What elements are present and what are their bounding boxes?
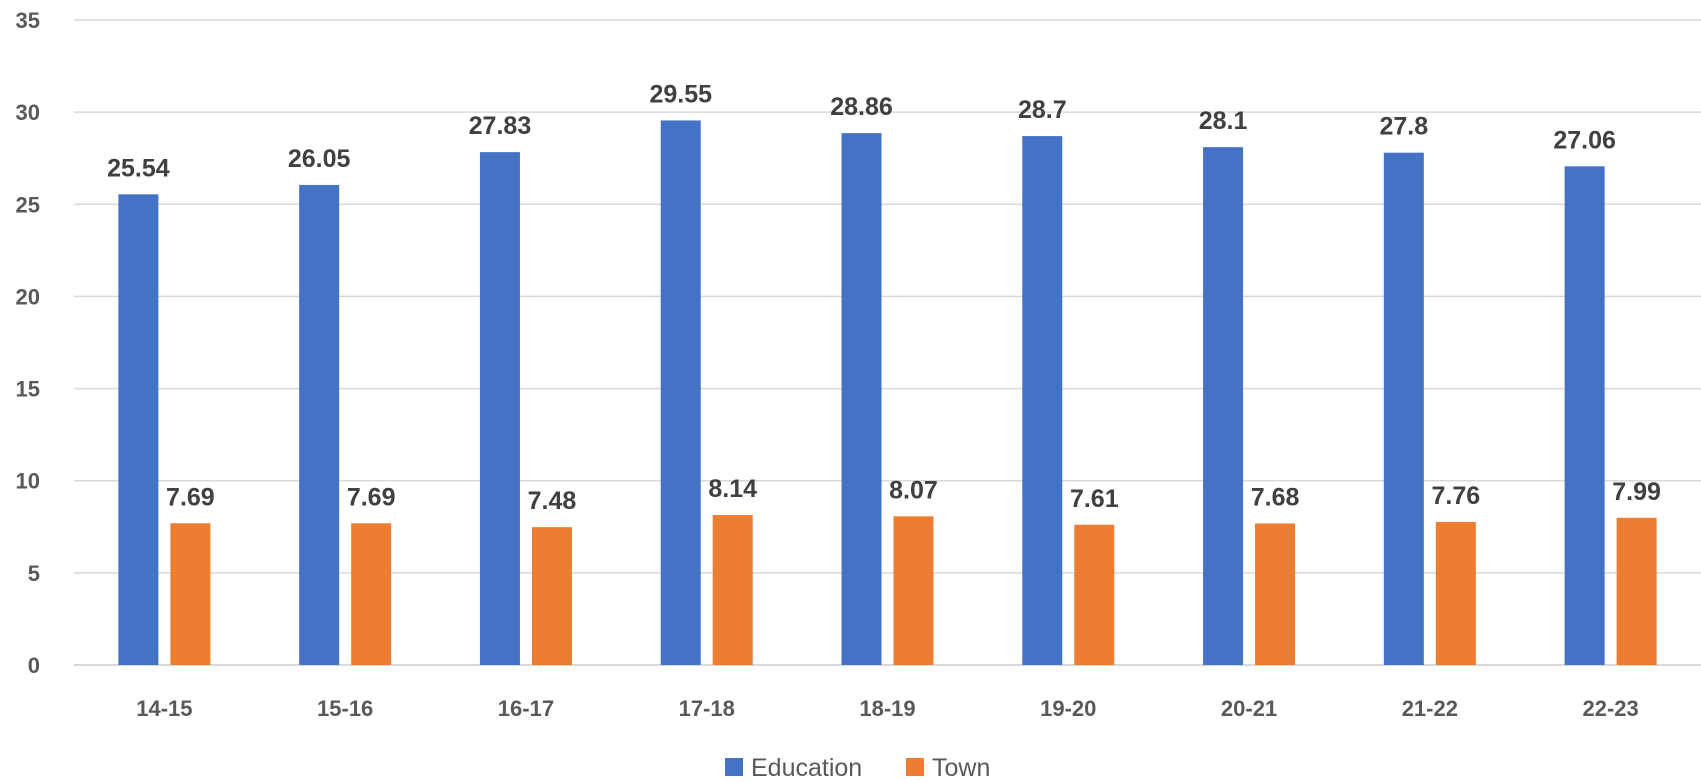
y-tick-label: 30 bbox=[16, 100, 40, 125]
x-tick-label: 16-17 bbox=[498, 696, 554, 721]
data-label-education-18-19: 28.86 bbox=[830, 93, 893, 121]
bar-education-16-17 bbox=[479, 152, 520, 665]
bar-education-21-22 bbox=[1383, 152, 1424, 665]
data-label-town-17-18: 8.14 bbox=[708, 475, 757, 503]
legend: Education Town bbox=[725, 754, 990, 782]
data-label-town-19-20: 7.61 bbox=[1070, 485, 1119, 513]
bar-town-21-22 bbox=[1435, 521, 1476, 665]
bar-town-18-19 bbox=[893, 516, 934, 665]
legend-swatch-town bbox=[906, 758, 924, 776]
data-label-education-14-15: 25.54 bbox=[107, 154, 170, 182]
bar-education-18-19 bbox=[841, 133, 882, 665]
bar-education-19-20 bbox=[1022, 136, 1063, 666]
legend-label-education: Education bbox=[751, 754, 862, 782]
data-label-town-18-19: 8.07 bbox=[889, 476, 938, 504]
bar-town-20-21 bbox=[1255, 523, 1296, 665]
data-label-town-21-22: 7.76 bbox=[1431, 482, 1480, 510]
x-tick-label: 21-22 bbox=[1402, 696, 1458, 721]
data-label-town-22-23: 7.99 bbox=[1612, 478, 1661, 506]
bar-town-14-15 bbox=[170, 523, 211, 665]
bar-education-22-23 bbox=[1564, 166, 1605, 665]
bar-town-19-20 bbox=[1074, 524, 1115, 665]
data-label-town-15-16: 7.69 bbox=[347, 483, 396, 511]
gridlines bbox=[74, 19, 1701, 666]
x-tick-label: 18-19 bbox=[859, 696, 915, 721]
data-labels: 25.54 7.69 26.05 7.69 27.83 7.48 29.55 8.14 28.8… bbox=[107, 80, 1661, 515]
x-tick-label: 22-23 bbox=[1582, 696, 1638, 721]
data-label-education-19-20: 28.7 bbox=[1018, 96, 1067, 124]
data-label-education-15-16: 26.05 bbox=[288, 145, 351, 173]
bar-town-16-17 bbox=[531, 527, 572, 665]
x-tick-label: 15-16 bbox=[317, 696, 373, 721]
y-tick-label: 10 bbox=[16, 469, 40, 494]
bar-town-22-23 bbox=[1616, 517, 1657, 665]
data-label-education-21-22: 27.8 bbox=[1379, 113, 1428, 141]
data-label-education-22-23: 27.06 bbox=[1553, 126, 1616, 154]
bars bbox=[118, 120, 1657, 666]
y-tick-label: 15 bbox=[16, 377, 40, 402]
data-label-education-20-21: 28.1 bbox=[1199, 107, 1248, 135]
x-tick-label: 19-20 bbox=[1040, 696, 1096, 721]
y-tick-label: 5 bbox=[28, 561, 40, 586]
y-tick-label: 35 bbox=[16, 8, 40, 33]
bar-town-15-16 bbox=[351, 523, 392, 665]
data-label-education-17-18: 29.55 bbox=[649, 80, 712, 108]
data-label-town-16-17: 7.48 bbox=[528, 487, 577, 515]
data-label-town-20-21: 7.68 bbox=[1251, 483, 1300, 511]
y-axis: 0 5 10 15 20 25 30 35 bbox=[16, 8, 40, 678]
bar-town-17-18 bbox=[712, 514, 753, 665]
y-tick-label: 25 bbox=[16, 192, 40, 217]
y-tick-label: 0 bbox=[28, 653, 40, 678]
x-axis: 14-15 15-16 16-17 17-18 18-19 19-20 20-21 21-22… bbox=[136, 696, 1639, 721]
bar-education-17-18 bbox=[660, 120, 701, 665]
legend-swatch-education bbox=[725, 758, 743, 776]
bar-education-15-16 bbox=[299, 184, 340, 665]
x-tick-label: 17-18 bbox=[679, 696, 735, 721]
bar-education-20-21 bbox=[1203, 147, 1244, 665]
bar-education-14-15 bbox=[118, 194, 159, 665]
data-label-town-14-15: 7.69 bbox=[166, 483, 215, 511]
y-tick-label: 20 bbox=[16, 284, 40, 309]
x-tick-label: 14-15 bbox=[136, 696, 192, 721]
data-label-education-16-17: 27.83 bbox=[469, 112, 532, 140]
x-tick-label: 20-21 bbox=[1221, 696, 1277, 721]
legend-label-town: Town bbox=[932, 754, 990, 782]
